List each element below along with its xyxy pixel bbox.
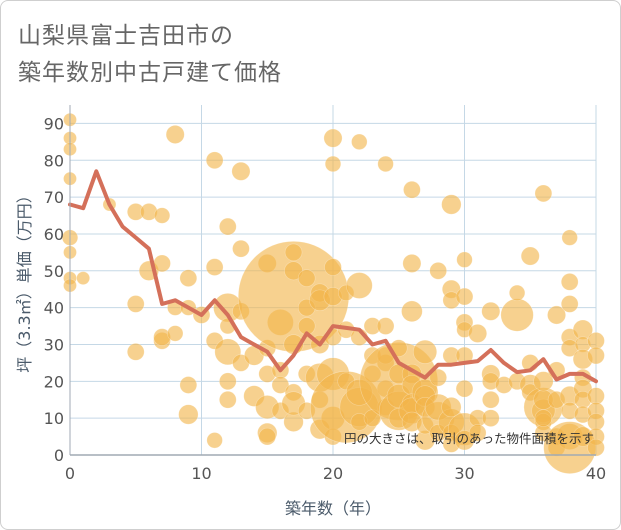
y-tick-label-90: 90 (44, 114, 64, 133)
bubble-point-133 (455, 287, 474, 306)
bubble-point-15 (153, 207, 171, 224)
bubble-point-21 (167, 325, 184, 342)
bubble-point-54 (284, 243, 303, 262)
bubble-point-160 (533, 371, 554, 392)
bubble-point-8 (76, 271, 90, 285)
bubble-point-119 (429, 262, 447, 280)
bubble-point-187 (587, 346, 605, 365)
size-legend-note: 円の大きさは、取引のあった物件面積を示す (344, 431, 594, 446)
x-tick-label-10: 10 (191, 464, 211, 483)
bubble-point-84 (345, 272, 373, 299)
bubble-point-132 (456, 251, 473, 268)
bubble-point-142 (468, 424, 487, 442)
bubble-point-23 (179, 376, 198, 394)
bubble-point-51 (271, 376, 290, 394)
y-tick-label-10: 10 (44, 409, 64, 428)
tick-labels: 0 10 20 30 40 50 60 70 80 90 0 10 20 30 40 (44, 114, 607, 483)
y-tick-label-20: 20 (44, 372, 64, 391)
y-axis-label: 坪（3.3㎡）単価（万円） (15, 187, 34, 372)
bubble-point-146 (482, 390, 500, 409)
y-tick-label-60: 60 (44, 225, 64, 244)
bubble-point-124 (441, 194, 462, 215)
bubble-point-60 (297, 269, 316, 287)
bubble-point-46 (258, 427, 276, 446)
y-tick-label-30: 30 (44, 335, 64, 354)
y-tick-label-40: 40 (44, 299, 64, 318)
bubble-point-27 (205, 151, 224, 170)
y-tick-label-70: 70 (44, 188, 64, 207)
bubble-point-170 (560, 273, 579, 291)
y-tick-label-80: 80 (44, 151, 64, 170)
x-tick-label-20: 20 (323, 464, 343, 483)
bubble-point-35 (219, 372, 237, 391)
bubble-point-129 (441, 397, 462, 418)
bubble-point-36 (219, 390, 237, 409)
x-axis-label: 築年数（年） (285, 499, 381, 518)
bubble-point-94 (376, 317, 395, 335)
bubble-point-19 (165, 125, 185, 144)
bubble-point-38 (232, 239, 250, 258)
trend-line-series (68, 169, 598, 384)
bubble-point-29 (206, 432, 223, 449)
bubble-point-137 (455, 379, 474, 398)
bubble-point-186 (587, 332, 605, 350)
y-tick-label-0: 0 (54, 446, 64, 465)
bubble-point-107 (401, 300, 423, 323)
bubble-point-149 (500, 298, 534, 332)
bubble-point-37 (231, 161, 251, 181)
bubble-point-28 (205, 258, 224, 276)
bubble-point-83 (351, 133, 368, 150)
bubble-point-164 (547, 305, 566, 325)
bubble-point-190 (587, 413, 605, 431)
chart-title-line-1: 山梨県富士吉田市の (18, 23, 234, 49)
bubble-point-143 (481, 301, 501, 321)
bubble-point-171 (560, 295, 579, 313)
x-tick-label-30: 30 (454, 464, 474, 483)
bubble-point-152 (520, 246, 540, 266)
axes (69, 105, 596, 456)
bubble-point-72 (324, 155, 342, 173)
bubble-point-113 (413, 339, 438, 364)
chart-title-line-2: 築年数別中古戸建て価格 (18, 60, 282, 86)
bubble-point-32 (219, 217, 237, 236)
bubble-point-150 (508, 284, 526, 301)
bubble-point-156 (534, 184, 553, 203)
y-tick-label-50: 50 (44, 262, 64, 281)
bubble-point-73 (324, 258, 342, 276)
bubble-point-169 (561, 229, 578, 246)
bubble-point-140 (468, 324, 488, 343)
bubble-point-106 (402, 254, 422, 273)
bubble-point-12 (127, 343, 145, 361)
bubble-point-71 (323, 128, 343, 148)
bubble-point-16 (153, 254, 171, 273)
bubble-point-122 (429, 368, 447, 387)
bubble-point-188 (587, 387, 605, 405)
bubble-point-147 (482, 409, 500, 427)
bubble-point-163 (534, 409, 553, 427)
bubble-series (61, 112, 605, 474)
bubble-point-24 (178, 404, 199, 425)
x-tick-label-0: 0 (65, 464, 75, 483)
trend-line (68, 169, 598, 384)
bubble-point-192 (587, 438, 605, 457)
bubble-point-11 (127, 295, 145, 313)
x-tick-label-40: 40 (586, 464, 606, 483)
bubble-point-105 (403, 180, 421, 199)
bubble-point-22 (179, 269, 198, 287)
bubble-point-93 (377, 155, 394, 173)
